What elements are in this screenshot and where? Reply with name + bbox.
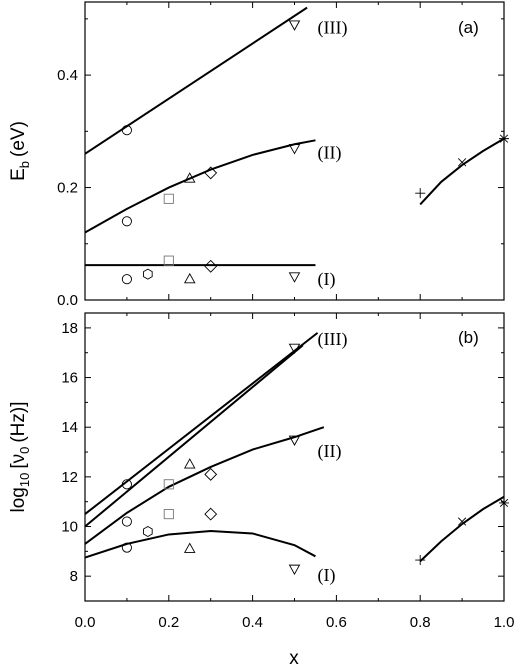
data-point-circle — [121, 479, 132, 490]
region-label: (II) — [318, 441, 342, 462]
data-point-square — [163, 255, 174, 266]
y-tick-label: 14 — [61, 419, 78, 436]
data-point-triangle-up — [183, 172, 196, 183]
data-point-square — [163, 479, 174, 490]
fit-curve — [84, 529, 316, 559]
fit-curve — [419, 495, 505, 563]
panel-a-curves — [84, 6, 505, 267]
data-point-circle — [121, 125, 132, 136]
data-point-triangle-down — [288, 272, 301, 283]
fit-curve — [84, 139, 316, 234]
panel-a-ylabel: Eb(eV) — [8, 121, 32, 181]
data-point-triangle-up — [183, 542, 196, 553]
data-point-circle — [121, 274, 132, 285]
x-axis-label: x — [289, 648, 299, 669]
data-point-triangle-down — [288, 343, 301, 355]
data-point-hexagon — [143, 268, 153, 280]
data-point-circle — [121, 216, 132, 227]
panel-b-ylabel: log10[ν0(Hz)] — [8, 402, 32, 513]
data-point-diamond — [204, 259, 218, 273]
y-tick-label: 16 — [61, 370, 78, 387]
x-tick-label: 1.0 — [494, 614, 515, 631]
x-tick-label: 0.0 — [75, 614, 96, 631]
y-tick-label: 0.0 — [57, 292, 78, 309]
data-point-asterisk — [499, 497, 509, 508]
panel-a: 0.0 0.2 0.4 (III) (II) (I) (a) Eb(eV) — [8, 1, 509, 309]
panel-b-ticks: 8 10 12 14 16 18 0.0 0.2 0.4 0.6 0.8 1.0 — [61, 313, 514, 631]
panel-b-label: (b) — [458, 328, 479, 347]
data-point-plus — [415, 555, 426, 566]
region-label: (I) — [318, 565, 336, 586]
data-point-diamond — [204, 467, 218, 481]
region-label: (II) — [318, 143, 342, 164]
panel-a-ticks: 0.0 0.2 0.4 — [57, 2, 505, 309]
data-point-x — [457, 517, 467, 526]
y-tick-label: 12 — [61, 469, 78, 486]
data-point-triangle-up — [183, 272, 196, 284]
fit-curve — [84, 344, 304, 528]
x-tick-label: 0.6 — [326, 614, 347, 631]
region-label: (III) — [318, 17, 348, 38]
panel-b-frame — [84, 312, 505, 602]
fit-curve — [419, 137, 505, 206]
data-point-diamond — [204, 166, 218, 180]
region-label: (I) — [318, 269, 336, 290]
x-tick-label: 0.4 — [242, 614, 263, 631]
data-point-plus — [415, 188, 426, 199]
fit-curve — [84, 426, 325, 545]
x-tick-label: 0.8 — [410, 614, 431, 631]
panel-b-region-labels: (III) (II) (I) — [318, 329, 348, 586]
panel-a-region-labels: (III) (II) (I) — [318, 17, 348, 290]
data-point-square — [163, 193, 174, 204]
data-point-circle — [121, 516, 132, 527]
data-point-x — [457, 158, 467, 167]
y-tick-label: 10 — [61, 519, 78, 536]
y-tick-label: 0.4 — [57, 67, 78, 84]
data-point-hexagon — [143, 525, 153, 537]
panel-b-curves — [84, 332, 505, 563]
panel-a-frame — [84, 1, 505, 301]
y-tick-label: 8 — [70, 568, 78, 585]
data-point-circle — [121, 542, 132, 553]
panel-a-points — [121, 20, 509, 285]
region-label: (III) — [318, 329, 348, 350]
data-point-triangle-down — [288, 435, 301, 446]
y-tick-label: 18 — [61, 320, 78, 337]
data-point-triangle-down — [288, 564, 301, 576]
x-tick-label: 0.2 — [158, 614, 179, 631]
data-point-square — [163, 509, 174, 520]
panel-b-points — [121, 343, 509, 576]
data-point-asterisk — [499, 133, 509, 144]
y-tick-label: 0.2 — [57, 180, 78, 197]
fit-curve — [84, 6, 308, 155]
data-point-diamond — [204, 507, 218, 521]
data-point-triangle-up — [183, 458, 196, 469]
data-point-triangle-down — [288, 144, 301, 155]
panel-a-label: (a) — [458, 18, 479, 37]
fit-curve — [84, 332, 319, 515]
data-point-triangle-down — [288, 20, 301, 31]
